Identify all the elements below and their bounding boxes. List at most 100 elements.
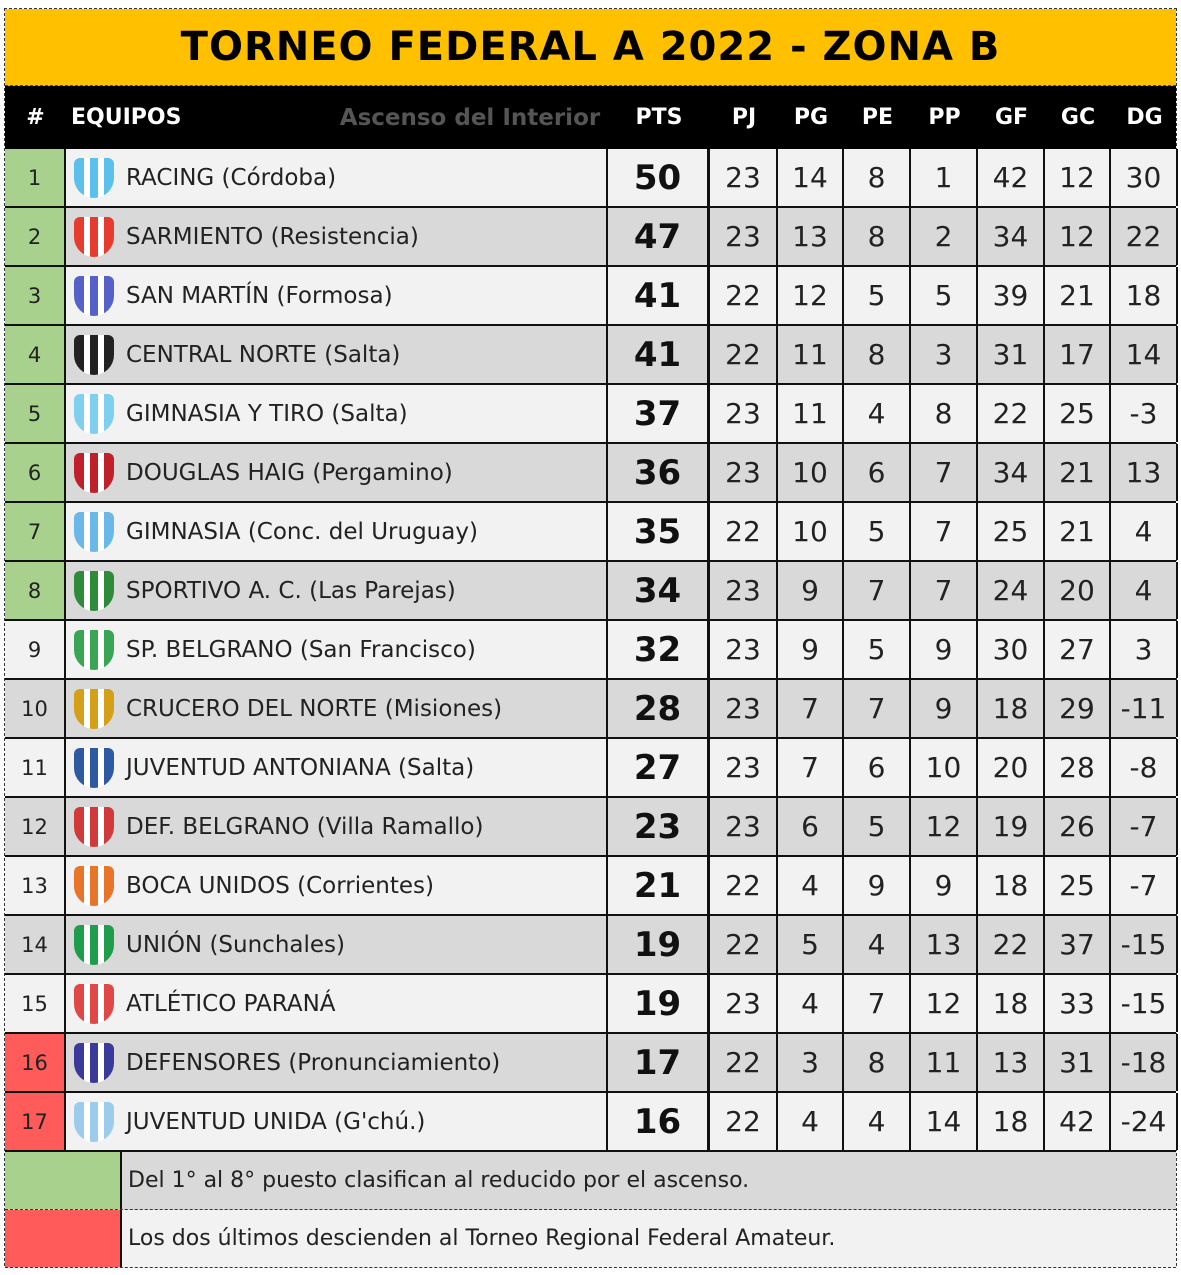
team-cell: DEFENSORES (Pronunciamiento) bbox=[66, 1034, 608, 1091]
header-dg: DG bbox=[1126, 105, 1163, 130]
pos-cell: 8 bbox=[5, 562, 66, 619]
pos-cell: 14 bbox=[5, 916, 66, 973]
team-crest-icon bbox=[74, 452, 114, 493]
gc-cell: 25 bbox=[1045, 857, 1111, 914]
dg-cell: 4 bbox=[1111, 562, 1178, 619]
table-row: 1 RACING (Córdoba) 50 23 14 8 1 42 12 30 bbox=[5, 149, 1178, 208]
pe-cell: 4 bbox=[844, 385, 911, 442]
gf-cell: 34 bbox=[978, 444, 1045, 501]
pj-cell: 22 bbox=[710, 916, 778, 973]
pj-cell: 22 bbox=[710, 267, 778, 324]
pj-cell: 23 bbox=[710, 975, 778, 1032]
gf-cell: 39 bbox=[978, 267, 1045, 324]
header-pts: PTS bbox=[635, 105, 683, 130]
team-cell: SAN MARTÍN (Formosa) bbox=[66, 267, 608, 324]
gc-cell: 27 bbox=[1045, 621, 1111, 678]
pos-cell: 11 bbox=[5, 739, 66, 796]
pts-cell: 17 bbox=[608, 1034, 710, 1091]
gf-cell: 19 bbox=[978, 798, 1045, 855]
gf-cell: 20 bbox=[978, 739, 1045, 796]
pj-cell: 23 bbox=[710, 208, 778, 265]
pg-cell: 5 bbox=[778, 916, 844, 973]
team-name: JUVENTUD ANTONIANA (Salta) bbox=[126, 754, 475, 781]
dg-cell: 22 bbox=[1111, 208, 1178, 265]
pp-cell: 9 bbox=[911, 680, 978, 737]
pj-cell: 23 bbox=[710, 798, 778, 855]
pj-cell: 22 bbox=[710, 1093, 778, 1150]
team-name: CENTRAL NORTE (Salta) bbox=[126, 341, 401, 368]
pg-cell: 9 bbox=[778, 562, 844, 619]
team-cell: RACING (Córdoba) bbox=[66, 149, 608, 206]
team-name: UNIÓN (Sunchales) bbox=[126, 931, 345, 958]
gf-cell: 30 bbox=[978, 621, 1045, 678]
pts-cell: 19 bbox=[608, 975, 710, 1032]
pe-cell: 7 bbox=[844, 975, 911, 1032]
pg-cell: 7 bbox=[778, 680, 844, 737]
pp-cell: 9 bbox=[911, 857, 978, 914]
table-row: 8 SPORTIVO A. C. (Las Parejas) 34 23 9 7 7 24 20… bbox=[5, 562, 1178, 621]
pe-cell: 5 bbox=[844, 503, 911, 560]
gf-cell: 18 bbox=[978, 1093, 1045, 1150]
team-name: SARMIENTO (Resistencia) bbox=[126, 223, 419, 250]
gf-cell: 13 bbox=[978, 1034, 1045, 1091]
table-row: 6 DOUGLAS HAIG (Pergamino) 36 23 10 6 7 34 21 13 bbox=[5, 444, 1178, 503]
team-cell: GIMNASIA (Conc. del Uruguay) bbox=[66, 503, 608, 560]
pe-cell: 7 bbox=[844, 680, 911, 737]
pj-cell: 22 bbox=[710, 326, 778, 383]
team-cell: CRUCERO DEL NORTE (Misiones) bbox=[66, 680, 608, 737]
pg-cell: 4 bbox=[778, 1093, 844, 1150]
pts-cell: 41 bbox=[608, 267, 710, 324]
pos-cell: 10 bbox=[5, 680, 66, 737]
gc-cell: 17 bbox=[1045, 326, 1111, 383]
pts-cell: 23 bbox=[608, 798, 710, 855]
table-title: TORNEO FEDERAL A 2022 - ZONA B bbox=[5, 9, 1176, 86]
pe-cell: 6 bbox=[844, 444, 911, 501]
pts-cell: 36 bbox=[608, 444, 710, 501]
table-row: 11 JUVENTUD ANTONIANA (Salta) 27 23 7 6 10 20 28… bbox=[5, 739, 1178, 798]
team-cell: SARMIENTO (Resistencia) bbox=[66, 208, 608, 265]
team-cell: DEF. BELGRANO (Villa Ramallo) bbox=[66, 798, 608, 855]
table-row: 9 SP. BELGRANO (San Francisco) 32 23 9 5 9 30 27… bbox=[5, 621, 1178, 680]
team-crest-icon bbox=[74, 1101, 114, 1142]
pe-cell: 4 bbox=[844, 1093, 911, 1150]
team-crest-icon bbox=[74, 157, 114, 198]
legend-item: Del 1° al 8° puesto clasifican al reduci… bbox=[5, 1152, 1176, 1210]
team-crest-icon bbox=[74, 275, 114, 316]
pp-cell: 10 bbox=[911, 739, 978, 796]
team-name: SAN MARTÍN (Formosa) bbox=[126, 282, 393, 309]
dg-cell: 3 bbox=[1111, 621, 1178, 678]
pp-cell: 12 bbox=[911, 798, 978, 855]
pp-cell: 11 bbox=[911, 1034, 978, 1091]
pg-cell: 14 bbox=[778, 149, 844, 206]
team-cell: UNIÓN (Sunchales) bbox=[66, 916, 608, 973]
legend-swatch bbox=[5, 1210, 122, 1267]
pp-cell: 9 bbox=[911, 621, 978, 678]
team-cell: CENTRAL NORTE (Salta) bbox=[66, 326, 608, 383]
team-name: SP. BELGRANO (San Francisco) bbox=[126, 636, 476, 663]
gc-cell: 20 bbox=[1045, 562, 1111, 619]
pe-cell: 8 bbox=[844, 326, 911, 383]
pj-cell: 22 bbox=[710, 1034, 778, 1091]
pp-cell: 13 bbox=[911, 916, 978, 973]
team-crest-icon bbox=[74, 865, 114, 906]
team-cell: JUVENTUD UNIDA (G'chú.) bbox=[66, 1093, 608, 1150]
gc-cell: 29 bbox=[1045, 680, 1111, 737]
pg-cell: 11 bbox=[778, 326, 844, 383]
dg-cell: -11 bbox=[1111, 680, 1178, 737]
gc-cell: 12 bbox=[1045, 149, 1111, 206]
team-name: ATLÉTICO PARANÁ bbox=[126, 990, 336, 1017]
pos-cell: 17 bbox=[5, 1093, 66, 1150]
team-crest-icon bbox=[74, 806, 114, 847]
table-row: 17 JUVENTUD UNIDA (G'chú.) 16 22 4 4 14 18 42 -24 bbox=[5, 1093, 1178, 1152]
pos-cell: 1 bbox=[5, 149, 66, 206]
pp-cell: 14 bbox=[911, 1093, 978, 1150]
pg-cell: 10 bbox=[778, 503, 844, 560]
dg-cell: -3 bbox=[1111, 385, 1178, 442]
gf-cell: 18 bbox=[978, 680, 1045, 737]
table-row: 4 CENTRAL NORTE (Salta) 41 22 11 8 3 31 17 14 bbox=[5, 326, 1178, 385]
pts-cell: 28 bbox=[608, 680, 710, 737]
dg-cell: -8 bbox=[1111, 739, 1178, 796]
pj-cell: 22 bbox=[710, 503, 778, 560]
legend-swatch bbox=[5, 1152, 122, 1209]
gc-cell: 25 bbox=[1045, 385, 1111, 442]
